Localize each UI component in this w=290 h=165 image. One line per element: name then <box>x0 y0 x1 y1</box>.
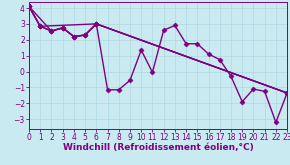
X-axis label: Windchill (Refroidissement éolien,°C): Windchill (Refroidissement éolien,°C) <box>63 143 253 152</box>
